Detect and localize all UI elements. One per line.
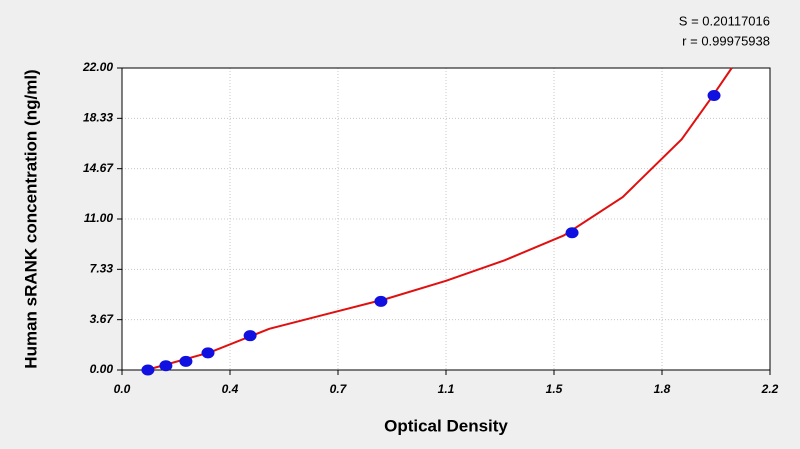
plot-frame [121, 67, 771, 371]
data-point [707, 89, 721, 101]
x-tick-label: 0.7 [330, 382, 348, 396]
x-tick-label: 1.1 [438, 382, 455, 396]
data-point [374, 295, 388, 307]
y-tick-label: 22.00 [82, 60, 113, 74]
y-tick-label: 3.67 [90, 312, 115, 326]
data-point [141, 364, 155, 376]
y-tick-label: 11.00 [84, 211, 113, 225]
annotation: r = 0.99975938 [682, 33, 770, 48]
data-point [159, 360, 173, 372]
data-point [179, 355, 193, 367]
y-tick-label: 7.33 [90, 262, 114, 276]
y-tick-label: 14.67 [83, 161, 114, 175]
data-point [243, 330, 257, 342]
x-tick-label: 2.2 [761, 382, 779, 396]
fit-curve [151, 67, 733, 370]
y-tick-label: 18.33 [83, 111, 113, 125]
y-tick-label: 0.00 [90, 362, 114, 376]
x-tick-label: 1.5 [546, 382, 563, 396]
x-tick-label: 0.0 [114, 382, 131, 396]
y-axis-label: Human sRANK concentration (ng/ml) [21, 69, 40, 368]
x-tick-label: 0.4 [222, 382, 239, 396]
annotation: S = 0.20117016 [679, 13, 770, 28]
x-tick-label: 1.8 [654, 382, 671, 396]
data-point [201, 347, 215, 359]
x-axis-label: Optical Density [384, 416, 508, 435]
data-point [565, 227, 579, 239]
